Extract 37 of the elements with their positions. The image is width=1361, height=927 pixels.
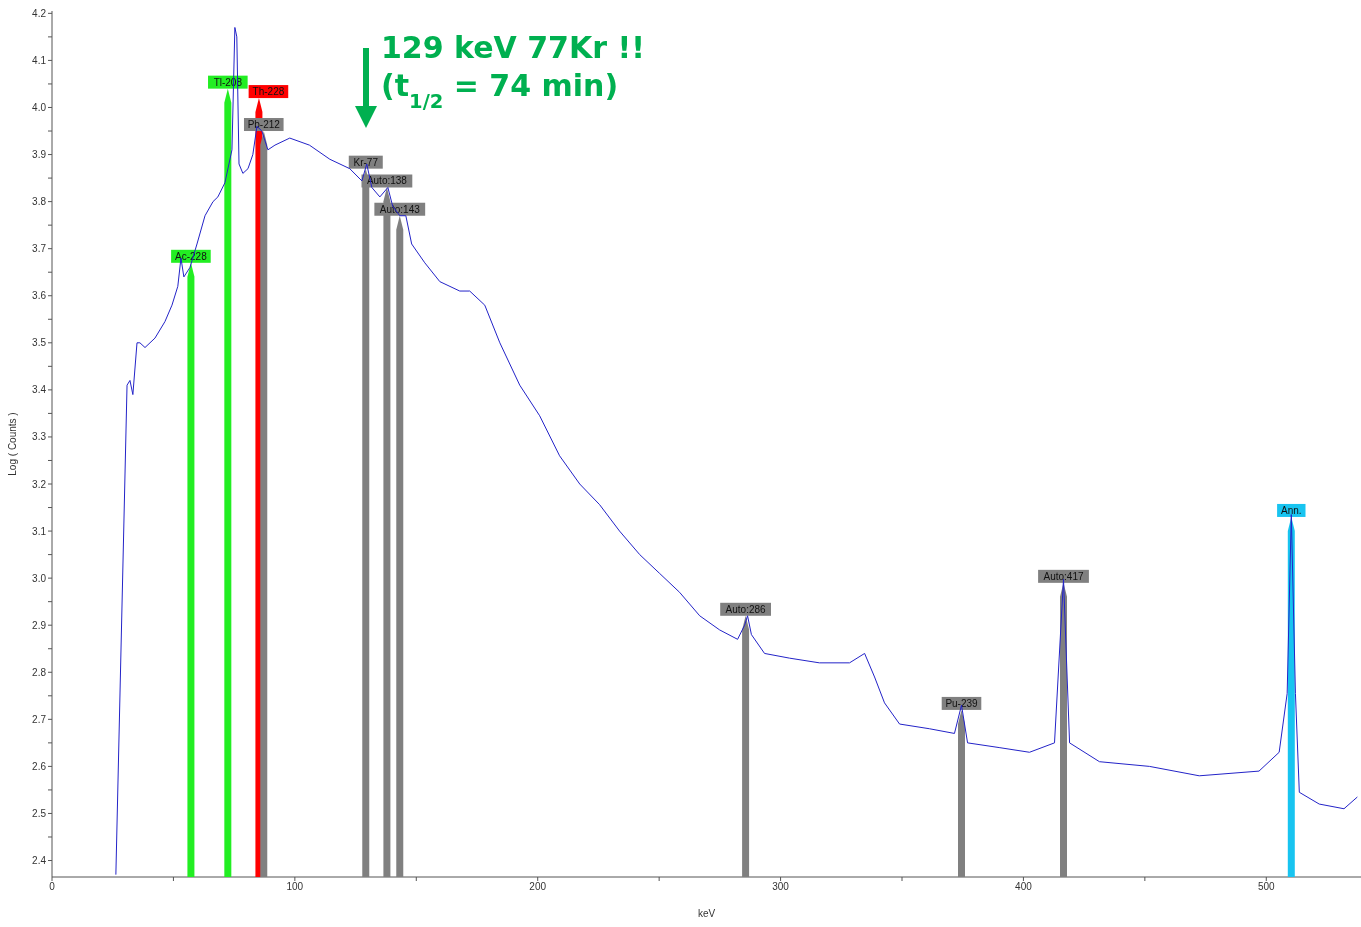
y-tick-label: 3.5 (32, 337, 47, 349)
x-tick-label: 200 (529, 881, 547, 893)
y-tick-label: 3.2 (32, 478, 47, 490)
y-tick-label: 2.7 (32, 713, 47, 725)
annotation: Pb-212 (247, 119, 281, 131)
x-tick-label: 100 (286, 881, 304, 893)
y-tick-label: 3.3 (32, 431, 47, 443)
annotation: Auto:417 (1043, 570, 1084, 582)
y-tick-label: 3.0 (32, 572, 47, 584)
y-tick-label: 3.9 (32, 149, 47, 161)
annotation: Auto:138 (366, 175, 408, 187)
x-axis-title: keV (697, 908, 716, 919)
annotation: Ac-228 (175, 250, 208, 262)
y-tick-label: 2.4 (32, 855, 47, 867)
y-tick-label: 3.4 (32, 384, 47, 396)
x-tick-label: 0 (49, 881, 56, 893)
y-tick-label: 4.1 (32, 54, 47, 66)
annotation: Auto:286 (725, 603, 767, 615)
y-tick-label: 3.1 (32, 525, 47, 537)
annotation: Ann. (1281, 504, 1302, 516)
y-tick-label: 2.9 (32, 619, 47, 631)
y-tick-label: 2.5 (32, 808, 47, 820)
annotation: Th-228 (252, 86, 285, 98)
y-tick-label: 2.6 (32, 760, 47, 772)
y-tick-label: 3.7 (32, 243, 47, 255)
annotation: 129 keV 77Kr !! (t$_{1/2}$ = 74 min) (381, 30, 645, 112)
y-axis-title: Log ( Counts ) (6, 412, 18, 476)
x-tick-label: 500 (1257, 881, 1276, 893)
y-tick-label: 4.2 (32, 7, 47, 19)
y-tick-label: 3.6 (32, 290, 47, 302)
line-series (115, 26, 1358, 876)
annotation: Auto:143 (379, 203, 421, 215)
y-tick-label: 3.8 (32, 196, 47, 208)
y-tick-label: 4.0 (32, 102, 47, 114)
x-tick-label: 300 (772, 881, 790, 893)
x-tick-label: 400 (1015, 881, 1033, 893)
y-tick-label: 2.8 (32, 666, 47, 678)
